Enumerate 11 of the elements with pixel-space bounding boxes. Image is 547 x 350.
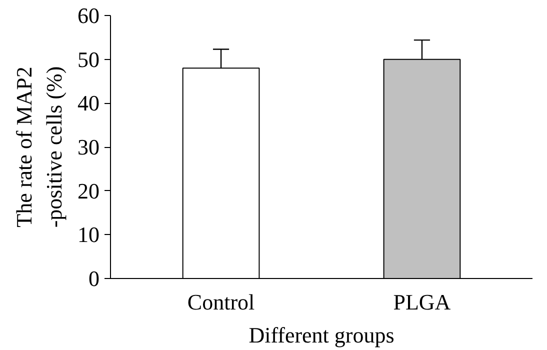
x-tick-label: PLGA — [393, 290, 451, 314]
y-tick-label: 40 — [78, 90, 100, 116]
y-tick-label: 20 — [78, 178, 100, 204]
y-axis-title: The rate of MAP2 -positive cells (%) — [12, 66, 66, 228]
y-tick-label: 30 — [78, 134, 100, 160]
y-tick-label: 60 — [78, 3, 100, 28]
x-tick-label: Control — [187, 290, 255, 314]
x-axis-title: Different groups — [248, 322, 394, 348]
y-tick-label: 0 — [88, 266, 100, 291]
y-tick-label: 50 — [78, 46, 100, 72]
y-tick-label: 10 — [78, 222, 100, 248]
